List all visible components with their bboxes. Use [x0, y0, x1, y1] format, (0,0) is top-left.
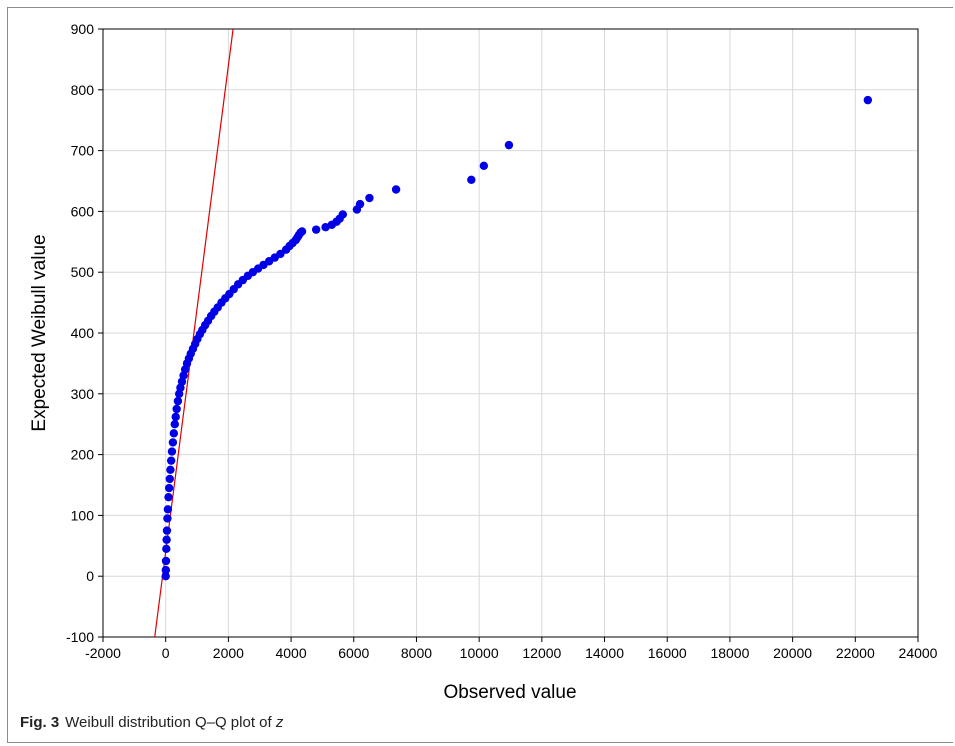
data-point — [479, 161, 489, 170]
x-tick-label: -2000 — [85, 645, 121, 661]
x-tick-label: 16000 — [648, 645, 687, 661]
x-tick-label: 0 — [162, 645, 170, 661]
data-point — [164, 492, 173, 502]
qq-plot: -2000 0 2000 4000 6000 8000 10000 12000 14000 160… — [29, 21, 938, 703]
y-tick-label: 500 — [71, 264, 95, 280]
data-point — [164, 483, 174, 493]
x-tick-label: 10000 — [460, 645, 499, 661]
y-tick-label: 600 — [71, 203, 95, 219]
data-point — [161, 572, 170, 581]
y-tick-label: 200 — [71, 447, 95, 463]
data-point — [166, 456, 176, 465]
y-tick-label: 100 — [71, 507, 95, 523]
caption-text: Weibull distribution Q–Q plot of — [65, 714, 272, 731]
data-point — [173, 396, 183, 406]
data-point — [863, 95, 873, 105]
data-point — [355, 199, 365, 209]
y-tick-label: 700 — [71, 143, 95, 159]
data-point — [163, 505, 173, 514]
x-tick-label: 2000 — [213, 645, 244, 661]
data-point — [170, 420, 179, 429]
y-tick-label: 900 — [71, 21, 95, 37]
data-point — [166, 465, 175, 474]
data-point — [504, 140, 514, 150]
x-axis-ticks: -2000 0 2000 4000 6000 8000 10000 12000 14000 160… — [85, 637, 938, 661]
data-point — [338, 210, 347, 219]
x-tick-label: 22000 — [836, 645, 875, 661]
data-point — [311, 225, 321, 234]
data-point — [161, 556, 171, 566]
data-point — [162, 526, 172, 535]
data-point — [165, 474, 174, 484]
x-tick-label: 8000 — [401, 645, 432, 661]
data-point — [162, 544, 171, 554]
grid-lines — [103, 29, 918, 637]
figure-frame — [7, 7, 953, 743]
x-tick-label: 6000 — [338, 645, 369, 661]
data-point — [365, 193, 374, 203]
data-points — [161, 95, 873, 581]
x-tick-label: 4000 — [275, 645, 306, 661]
data-point — [171, 412, 180, 422]
x-tick-label: 24000 — [899, 645, 938, 661]
x-axis-title: Observed value — [443, 682, 576, 703]
data-point — [467, 175, 476, 184]
y-tick-label: 800 — [71, 82, 95, 98]
x-tick-label: 14000 — [585, 645, 624, 661]
data-point — [162, 535, 171, 544]
data-point — [168, 438, 178, 447]
data-point — [167, 447, 177, 456]
data-point — [169, 429, 179, 438]
data-point — [161, 565, 171, 575]
figure-caption: Fig. 3 Weibull distribution Q–Q plot of z — [20, 714, 283, 731]
x-tick-label: 12000 — [522, 645, 561, 661]
y-tick-label: 0 — [86, 568, 94, 584]
data-point — [172, 404, 181, 414]
x-tick-label: 18000 — [710, 645, 749, 661]
y-tick-label: 400 — [71, 325, 95, 341]
y-axis-title: Expected Weibull value — [29, 234, 50, 431]
data-point — [163, 514, 172, 523]
reference-line — [154, 29, 234, 637]
y-tick-label: 300 — [71, 386, 95, 402]
caption-label: Fig. 3 — [20, 714, 60, 731]
y-axis-ticks: -100 0 100 200 300 400 500 600 700 800 900 — [66, 21, 103, 645]
x-tick-label: 20000 — [773, 645, 812, 661]
caption-variable: z — [275, 714, 284, 731]
data-point — [297, 227, 307, 236]
reference-line-segment — [154, 29, 234, 637]
data-point — [391, 185, 401, 194]
y-tick-label: -100 — [66, 629, 94, 645]
